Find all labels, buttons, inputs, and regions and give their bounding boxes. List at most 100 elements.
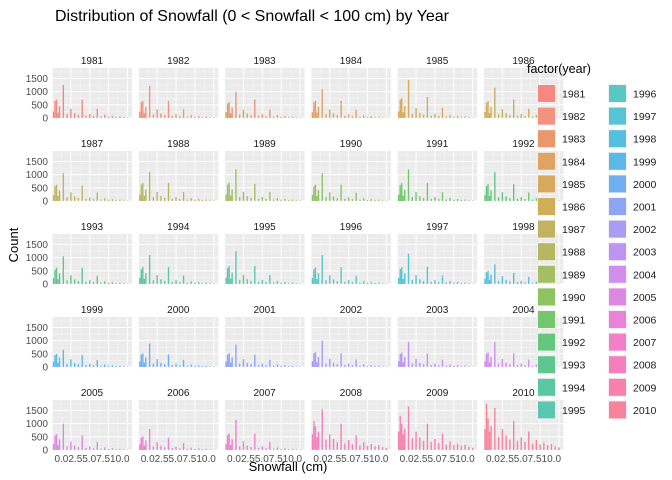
- histogram-bar: [494, 87, 496, 118]
- histogram-bar: [197, 448, 200, 450]
- histogram-bar: [140, 354, 143, 367]
- histogram-bar: [231, 189, 233, 201]
- histogram-bar: [535, 198, 538, 201]
- y-axis-title: Count: [6, 227, 21, 262]
- histogram-bar: [197, 199, 200, 201]
- histogram-bar: [381, 366, 384, 367]
- y-tick-label: 500: [31, 183, 48, 194]
- histogram-bar: [513, 353, 515, 367]
- histogram-bar: [226, 435, 229, 450]
- histogram-bar: [186, 365, 189, 367]
- histogram-bar: [143, 362, 146, 367]
- histogram-bar: [52, 111, 55, 118]
- histogram-bar: [344, 443, 346, 450]
- histogram-bar: [374, 117, 376, 118]
- histogram-bar: [419, 196, 421, 201]
- histogram-bar: [404, 357, 406, 367]
- histogram-bar: [235, 91, 237, 118]
- histogram-bar: [58, 190, 61, 201]
- legend-label: 1982: [562, 111, 586, 123]
- histogram-bar: [261, 446, 264, 450]
- histogram-bar: [265, 199, 267, 201]
- histogram-bar: [229, 445, 232, 450]
- histogram-bar: [430, 442, 432, 450]
- histogram-bar: [509, 281, 511, 284]
- histogram-bar: [194, 365, 196, 367]
- histogram-bar: [471, 200, 474, 201]
- legend-swatch: [609, 152, 626, 170]
- histogram-bar: [366, 199, 369, 201]
- facet-panel-1994: 1994: [137, 222, 219, 285]
- facet-panel-1985: 1985: [396, 56, 478, 119]
- legend-label: 2007: [633, 337, 657, 349]
- legend-label: 1984: [562, 156, 586, 168]
- histogram-bar: [366, 365, 369, 367]
- histogram-bar: [228, 353, 230, 367]
- histogram-bar: [347, 280, 350, 284]
- histogram-bar: [164, 364, 166, 367]
- histogram-bar: [404, 428, 406, 450]
- histogram-bar: [55, 267, 58, 284]
- histogram-bar: [411, 197, 413, 201]
- histogram-bar: [284, 365, 286, 367]
- histogram-bar: [347, 440, 350, 450]
- facet-strip-label: 2003: [426, 305, 449, 316]
- histogram-bar: [321, 340, 323, 367]
- histogram-bar: [347, 114, 350, 118]
- histogram-bar: [299, 283, 301, 284]
- histogram-bar: [272, 365, 275, 367]
- histogram-bar: [175, 114, 177, 118]
- x-axis-title: Snowfall (cm): [249, 459, 328, 474]
- histogram-bar: [329, 192, 331, 201]
- histogram-bar: [70, 192, 72, 201]
- histogram-bar: [257, 115, 260, 118]
- histogram-bar: [254, 354, 256, 367]
- histogram-bar: [524, 282, 526, 284]
- histogram-bar: [291, 116, 294, 118]
- histogram-bar: [66, 114, 68, 118]
- histogram-bar: [160, 113, 162, 118]
- histogram-bar: [265, 365, 267, 367]
- legend-item-1998: 1998: [608, 129, 657, 149]
- histogram-bar: [288, 366, 290, 367]
- histogram-bar: [209, 366, 211, 367]
- y-tick-label: 0: [42, 114, 48, 125]
- histogram-bar: [143, 195, 146, 201]
- histogram-bar: [257, 447, 260, 450]
- legend-swatch: [609, 265, 626, 283]
- histogram-bar: [226, 268, 229, 284]
- panel-background: [52, 400, 132, 450]
- legend-swatch: [609, 243, 626, 261]
- legend-swatch: [538, 152, 555, 170]
- legend-label: 1993: [562, 360, 586, 372]
- panel-background: [397, 151, 478, 201]
- histogram-bar: [441, 359, 444, 367]
- histogram-bar: [142, 267, 144, 284]
- histogram-bar: [381, 200, 384, 201]
- histogram-bar: [115, 116, 117, 118]
- histogram-bar: [374, 283, 376, 284]
- histogram-bar: [269, 359, 271, 367]
- histogram-bar: [494, 342, 496, 367]
- histogram-bar: [359, 445, 361, 450]
- legend-item-2007: 2007: [608, 332, 657, 352]
- legend-swatch: [609, 85, 626, 102]
- histogram-bar: [401, 183, 403, 201]
- histogram-bar: [89, 114, 91, 118]
- legend-item-1983: 1983: [537, 129, 586, 149]
- histogram-bar: [81, 99, 83, 118]
- facet-strip-label: 2002: [340, 305, 363, 316]
- legend-item-1993: 1993: [537, 355, 586, 375]
- histogram-bar: [139, 194, 141, 201]
- histogram-bar: [363, 442, 365, 450]
- histogram-bar: [355, 192, 357, 201]
- histogram-bar: [399, 353, 401, 367]
- histogram-bar: [445, 365, 447, 367]
- histogram-bar: [487, 270, 489, 284]
- histogram-bar: [261, 197, 264, 201]
- histogram-bar: [401, 352, 403, 367]
- histogram-bar: [242, 191, 245, 201]
- histogram-bar: [505, 280, 507, 284]
- histogram-bar: [468, 200, 470, 201]
- histogram-bar: [52, 361, 55, 367]
